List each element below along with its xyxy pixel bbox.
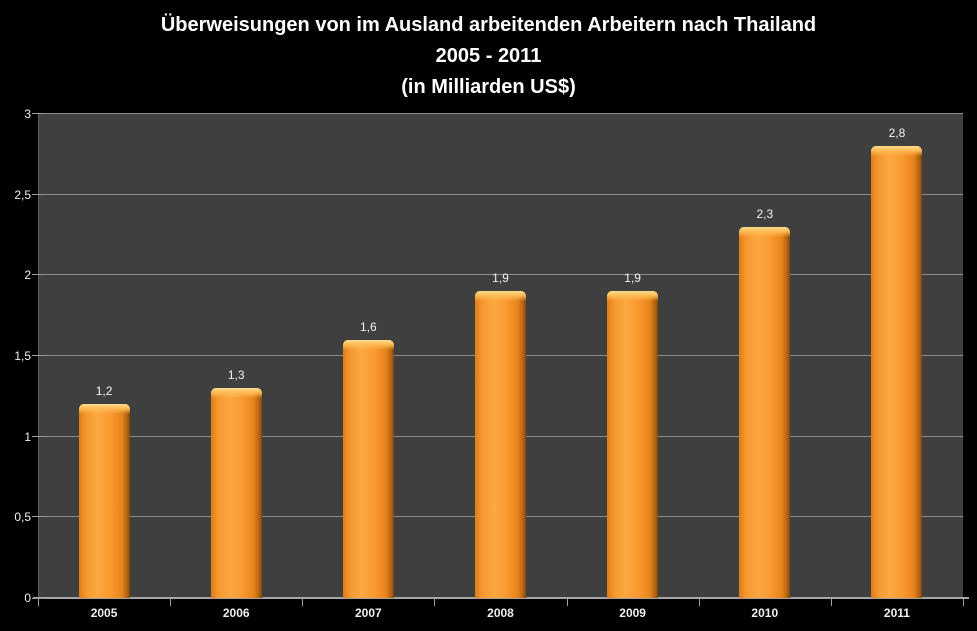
x-axis-label-2011: 2011 xyxy=(883,606,910,620)
x-axis-tick xyxy=(302,599,304,606)
bar-2005 xyxy=(78,404,130,598)
y-axis-label: 2 xyxy=(24,268,31,283)
x-axis-tick xyxy=(170,599,172,606)
bar-2008 xyxy=(475,291,526,598)
chart-title: Überweisungen von im Ausland arbeitenden… xyxy=(0,10,977,103)
y-axis-label: 0,5 xyxy=(14,510,31,525)
y-axis-tick xyxy=(32,193,43,195)
y-axis-tick xyxy=(32,274,43,276)
y-axis-tick xyxy=(32,355,43,356)
data-label-2006: 1,3 xyxy=(227,368,245,383)
x-axis-tick xyxy=(830,599,832,606)
gridline-2,5 xyxy=(38,193,963,195)
y-axis-tick xyxy=(32,113,43,114)
x-axis-label-2008: 2008 xyxy=(487,606,514,620)
x-axis-label-2005: 2005 xyxy=(90,606,118,620)
x-axis-tick xyxy=(566,599,568,606)
bar-2010 xyxy=(739,226,791,598)
bar-2006 xyxy=(210,388,262,598)
x-axis-label-2006: 2006 xyxy=(222,606,250,620)
data-label-2005: 1,2 xyxy=(95,384,113,399)
y-axis-label: 1,5 xyxy=(14,349,31,363)
y-axis-label: 2,5 xyxy=(14,187,31,202)
gridline-2 xyxy=(38,274,963,276)
y-axis-label: 3 xyxy=(24,107,31,121)
chart-title-line-1: Überweisungen von im Ausland arbeitenden… xyxy=(160,14,817,36)
bar-2011 xyxy=(871,146,923,598)
data-label-2007: 1,6 xyxy=(360,319,377,334)
y-axis-label: 1 xyxy=(24,429,31,444)
x-axis-label-2007: 2007 xyxy=(354,606,382,620)
x-axis-line xyxy=(33,597,969,599)
x-axis-tick xyxy=(698,599,700,606)
y-axis-tick xyxy=(32,598,43,599)
gridline-3 xyxy=(38,113,963,114)
data-label-2010: 2,3 xyxy=(756,206,774,221)
x-axis-tick xyxy=(963,599,964,606)
data-label-2009: 1,9 xyxy=(624,271,641,286)
x-axis-label-2010: 2010 xyxy=(751,606,779,620)
bar-2009 xyxy=(607,291,659,598)
chart-title-line-3: (in Milliarden US$) xyxy=(401,76,576,98)
x-axis-label-2009: 2009 xyxy=(619,606,646,620)
data-label-2008: 1,9 xyxy=(492,271,509,286)
y-axis-tick xyxy=(32,435,43,437)
chart-title-line-2: 2005 - 2011 xyxy=(435,45,542,67)
data-label-2011: 2,8 xyxy=(888,126,906,141)
bar-2007 xyxy=(342,339,394,598)
y-axis-label: 0 xyxy=(24,591,31,605)
y-axis-tick xyxy=(32,516,43,518)
x-axis-tick xyxy=(38,599,39,606)
y-axis-line xyxy=(38,114,39,598)
x-axis-tick xyxy=(434,599,436,606)
